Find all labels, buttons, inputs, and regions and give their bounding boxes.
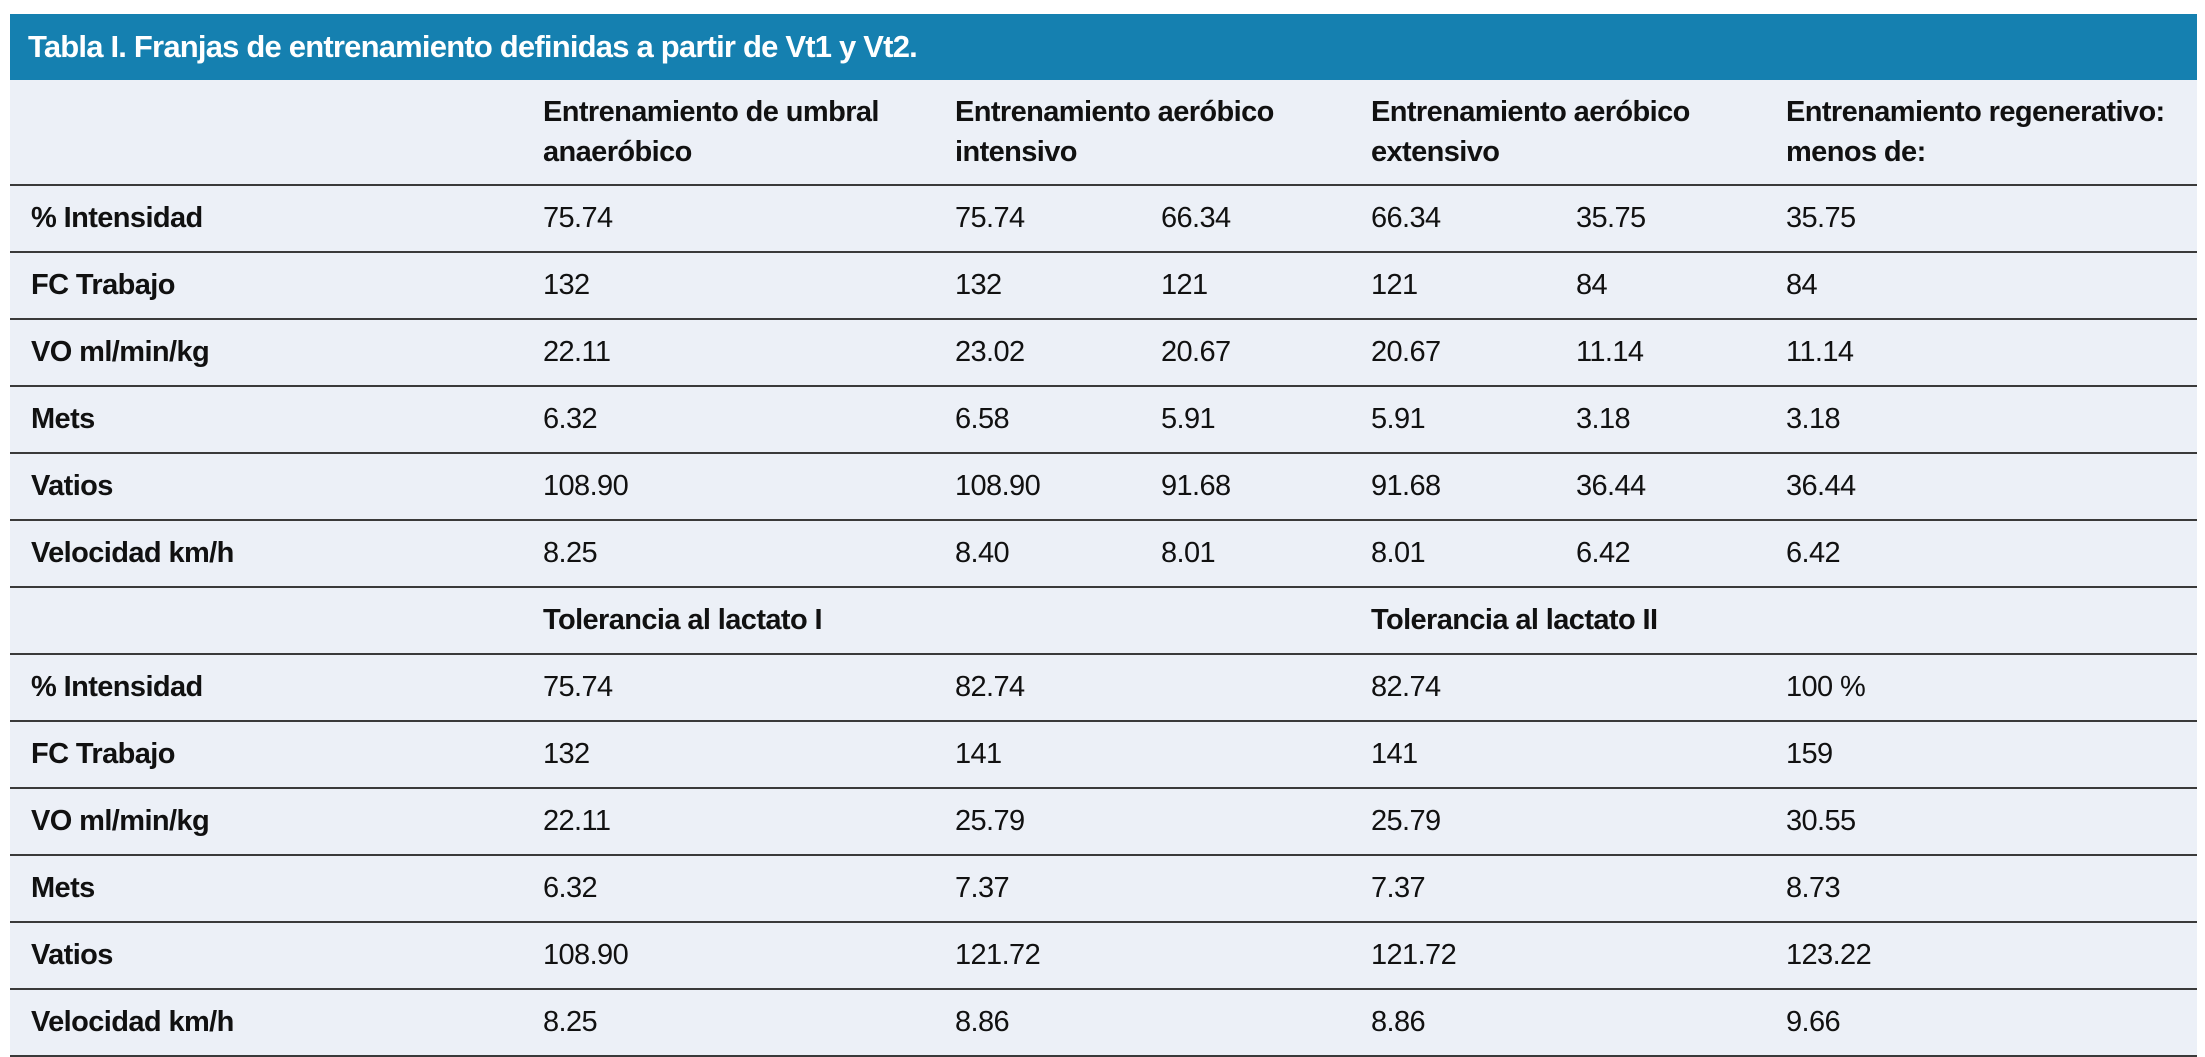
table-cell: 159: [1786, 738, 1833, 770]
table-row: Mets 6.32 6.58 5.91 5.91 3.18 3.18: [10, 387, 2197, 454]
table-cell: 8.86: [955, 1006, 1010, 1038]
table-cell: 11.14: [1576, 336, 1644, 368]
table-cell: 91.68: [1161, 470, 1231, 502]
table-cell: 82.74: [1371, 671, 1441, 703]
table-row: Mets 6.32 7.37 7.37 8.73: [10, 856, 2197, 923]
table-cell: 7.37: [1371, 872, 1426, 904]
column-header: Entrenamiento de umbral anaeróbico: [543, 96, 879, 168]
table-cell: 8.73: [1786, 872, 1841, 904]
row-label: Vatios: [31, 470, 113, 502]
table-cell: 23.02: [955, 336, 1025, 368]
table-cell: 6.32: [543, 403, 598, 435]
row-label: Velocidad km/h: [31, 537, 234, 569]
table-cell: 20.67: [1371, 336, 1441, 368]
table-cell: 141: [955, 738, 1002, 770]
table-cell: 8.86: [1371, 1006, 1426, 1038]
table-row: % Intensidad 75.74 75.74 66.34 66.34 35.75 35.…: [10, 186, 2197, 253]
table-cell: 6.32: [543, 872, 598, 904]
table-title: Tabla I. Franjas de entrenamiento defini…: [10, 14, 2197, 80]
table-cell: 123.22: [1786, 939, 1872, 971]
table-cell: 6.58: [955, 403, 1010, 435]
column-header: Entrenamiento regenerativo: menos de:: [1786, 96, 2165, 168]
table-cell: 75.74: [543, 202, 613, 234]
table-cell: 25.79: [1371, 805, 1441, 837]
table-cell: 5.91: [1161, 403, 1216, 435]
section-header: Tolerancia al lactato II: [1371, 604, 1658, 636]
column-header: Entrenamiento aeróbico intensivo: [955, 96, 1274, 168]
table-row: % Intensidad 75.74 82.74 82.74 100 %: [10, 655, 2197, 722]
table-cell: 132: [955, 269, 1002, 301]
table-cell: 108.90: [543, 470, 629, 502]
table-cell: 8.01: [1161, 537, 1216, 569]
table-cell: 6.42: [1786, 537, 1841, 569]
table-row: FC Trabajo 132 141 141 159: [10, 722, 2197, 789]
table-cell: 5.91: [1371, 403, 1426, 435]
table-cell: 141: [1371, 738, 1418, 770]
table-cell: 3.18: [1576, 403, 1631, 435]
table-cell: 6.42: [1576, 537, 1631, 569]
table-cell: 11.14: [1786, 336, 1854, 368]
table-cell: 100 %: [1786, 671, 1866, 703]
table-cell: 35.75: [1786, 202, 1856, 234]
table-cell: 9.66: [1786, 1006, 1841, 1038]
table-cell: 3.18: [1786, 403, 1841, 435]
row-label: Vatios: [31, 939, 113, 971]
table-row: Vatios 108.90 108.90 91.68 91.68 36.44 36.44: [10, 454, 2197, 521]
table-cell: 8.40: [955, 537, 1010, 569]
table-cell: 108.90: [543, 939, 629, 971]
table-cell: 121.72: [955, 939, 1041, 971]
table-row: Vatios 108.90 121.72 121.72 123.22: [10, 923, 2197, 990]
table-cell: 8.01: [1371, 537, 1426, 569]
table-cell: 36.44: [1576, 470, 1646, 502]
row-label: FC Trabajo: [31, 738, 175, 770]
table-cell: 121.72: [1371, 939, 1457, 971]
header-row: Entrenamiento de umbral anaeróbico Entren…: [10, 80, 2197, 186]
table-cell: 36.44: [1786, 470, 1856, 502]
table-cell: 75.74: [955, 202, 1025, 234]
table-cell: 82.74: [955, 671, 1025, 703]
table-cell: 7.37: [955, 872, 1010, 904]
table-row: VO ml/min/kg 22.11 25.79 25.79 30.55: [10, 789, 2197, 856]
table-cell: 66.34: [1161, 202, 1231, 234]
table-cell: 30.55: [1786, 805, 1856, 837]
table-row: Velocidad km/h 8.25 8.86 8.86 9.66: [10, 990, 2197, 1057]
column-header: Entrenamiento aeróbico extensivo: [1371, 96, 1690, 168]
table-cell: 35.75: [1576, 202, 1646, 234]
table-cell: 132: [543, 738, 590, 770]
table-cell: 22.11: [543, 336, 611, 368]
table-cell: 132: [543, 269, 590, 301]
table-row: VO ml/min/kg 22.11 23.02 20.67 20.67 11.14 11.…: [10, 320, 2197, 387]
row-label: Mets: [31, 403, 95, 435]
table-cell: 8.25: [543, 1006, 598, 1038]
row-label: % Intensidad: [31, 202, 203, 234]
row-label: FC Trabajo: [31, 269, 175, 301]
table-cell: 108.90: [955, 470, 1041, 502]
training-zones-table: Tabla I. Franjas de entrenamiento defini…: [10, 14, 2197, 1057]
table-cell: 75.74: [543, 671, 613, 703]
row-label: Mets: [31, 872, 95, 904]
table-cell: 8.25: [543, 537, 598, 569]
table-cell: 84: [1576, 269, 1608, 301]
table-cell: 91.68: [1371, 470, 1441, 502]
table-cell: 66.34: [1371, 202, 1441, 234]
table-cell: 84: [1786, 269, 1818, 301]
table-cell: 22.11: [543, 805, 611, 837]
row-label: Velocidad km/h: [31, 1006, 234, 1038]
table-cell: 20.67: [1161, 336, 1231, 368]
row-label: VO ml/min/kg: [31, 805, 210, 837]
table-body: Entrenamiento de umbral anaeróbico Entren…: [10, 80, 2197, 1057]
row-label: VO ml/min/kg: [31, 336, 210, 368]
table-row: Velocidad km/h 8.25 8.40 8.01 8.01 6.42 6.42: [10, 521, 2197, 588]
table-cell: 121: [1161, 269, 1208, 301]
table-row: FC Trabajo 132 132 121 121 84 84: [10, 253, 2197, 320]
table-cell: 121: [1371, 269, 1418, 301]
subheader-row: Tolerancia al lactato I Tolerancia al lac…: [10, 588, 2197, 655]
row-label: % Intensidad: [31, 671, 203, 703]
section-header: Tolerancia al lactato I: [543, 604, 823, 636]
table-cell: 25.79: [955, 805, 1025, 837]
